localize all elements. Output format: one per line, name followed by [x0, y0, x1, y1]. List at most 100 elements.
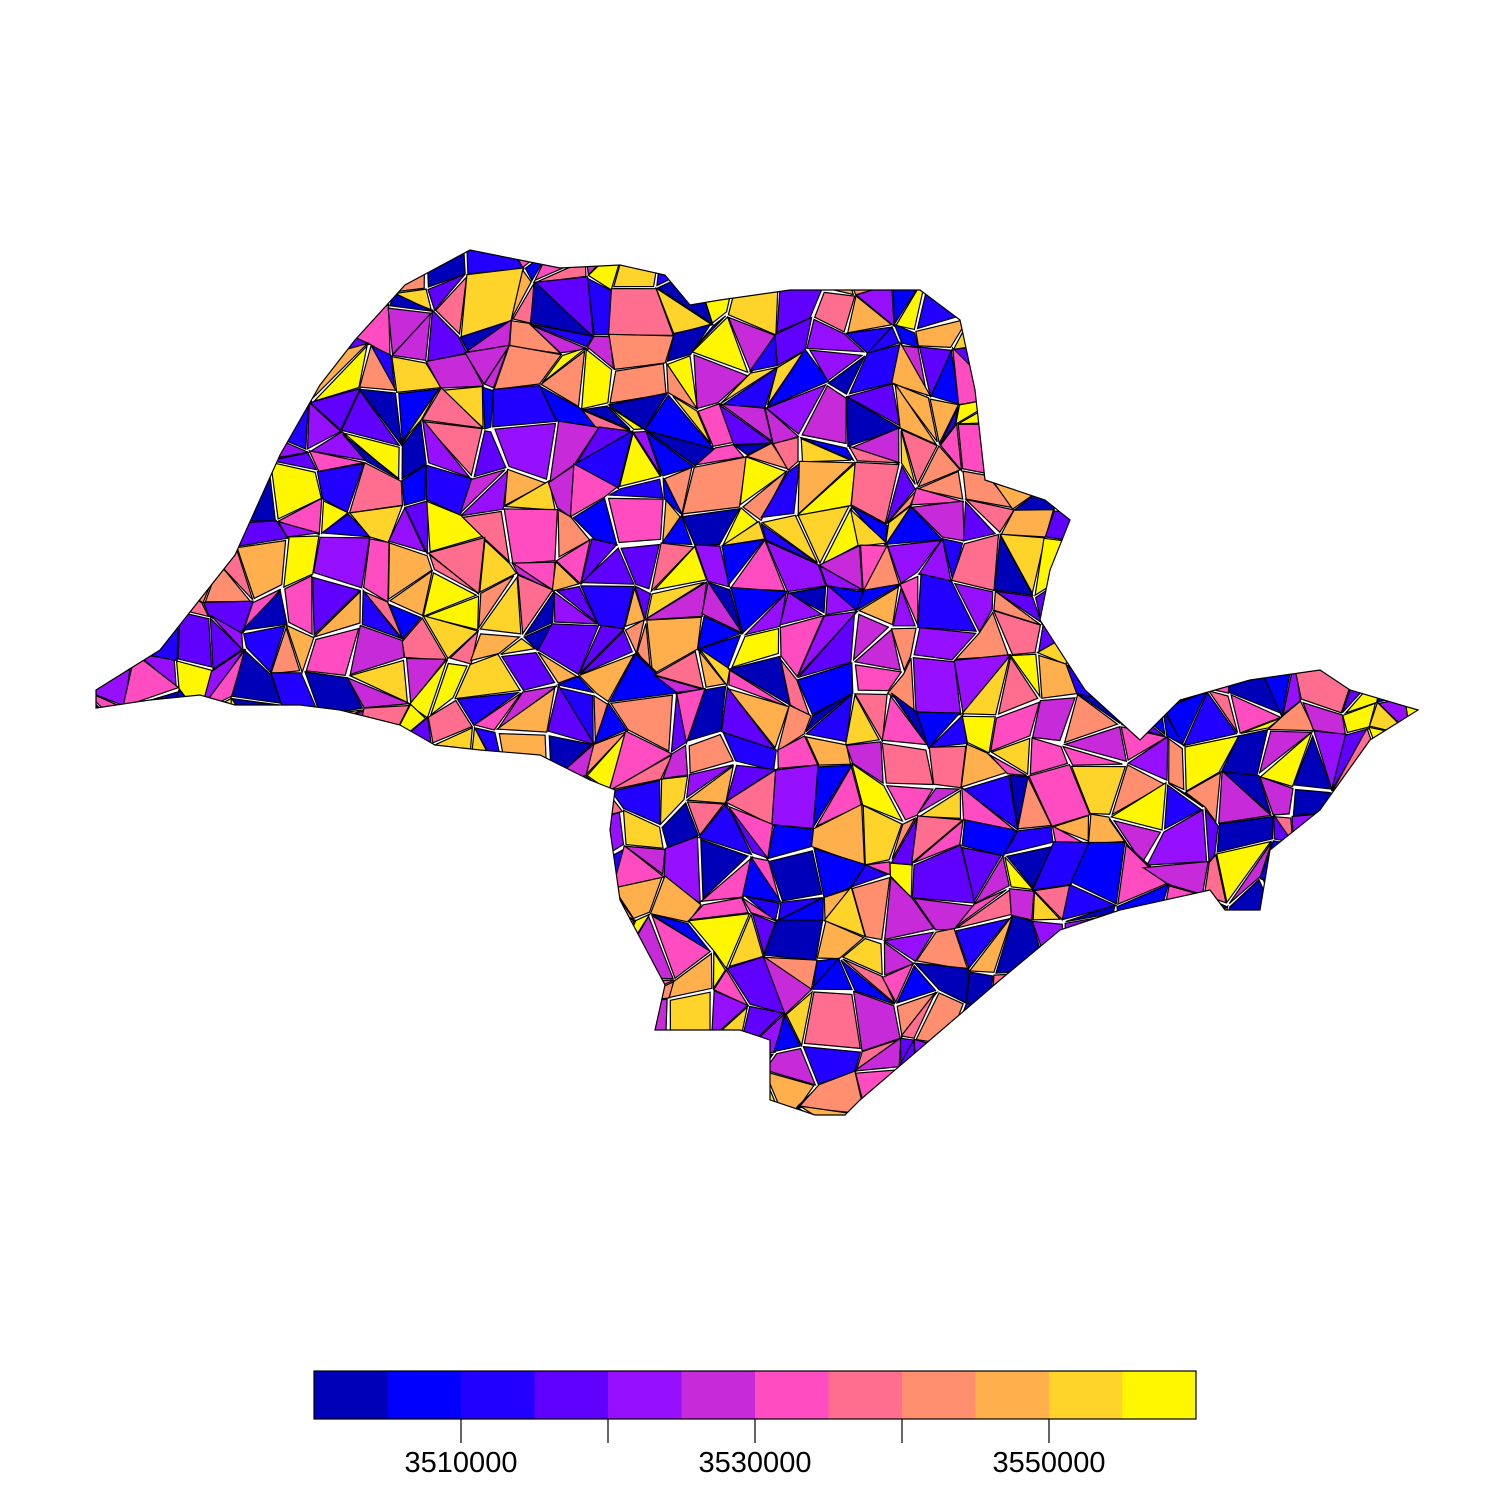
municipality-polygon: [167, 1125, 201, 1160]
municipality-polygon: [1218, 769, 1273, 824]
municipality-polygon: [234, 1085, 289, 1115]
municipality-polygon: [469, 841, 511, 902]
municipality-polygon: [177, 611, 213, 668]
municipality-polygon: [1449, 862, 1506, 898]
municipality-polygon: [1061, 745, 1123, 766]
municipality-polygons: [96, 250, 1506, 1205]
municipality-polygon: [1144, 569, 1205, 630]
municipality-polygon: [768, 850, 823, 902]
municipality-polygon: [1314, 591, 1347, 640]
municipality-polygon: [499, 783, 558, 812]
legend-cell-9: [975, 1371, 1050, 1419]
municipality-polygon: [881, 962, 915, 1004]
municipality-polygon: [1411, 1000, 1418, 1058]
municipality-polygon: [1450, 1084, 1495, 1116]
municipality-polygon: [428, 552, 480, 595]
municipality-polygon: [645, 1067, 714, 1111]
municipality-polygon: [971, 1121, 995, 1153]
municipality-polygon: [1163, 783, 1203, 830]
municipality-polygon: [857, 585, 900, 626]
municipality-polygon: [990, 997, 1049, 1032]
municipality-polygon: [471, 920, 497, 955]
municipality-polygon: [1222, 1165, 1263, 1188]
municipality-polygon: [656, 250, 696, 287]
municipality-polygon: [307, 735, 351, 768]
municipality-polygon: [1291, 810, 1355, 866]
municipality-polygon: [968, 914, 1014, 973]
municipality-polygon: [498, 783, 548, 807]
municipality-polygon: [1416, 519, 1418, 555]
municipality-polygon: [938, 250, 976, 269]
municipality-polygon: [454, 653, 522, 700]
municipality-polygon: [356, 744, 396, 776]
municipality-polygon: [306, 815, 363, 848]
municipality-polygon: [240, 589, 288, 632]
municipality-polygon: [846, 1145, 884, 1190]
municipality-polygon: [692, 250, 734, 291]
municipality-polygon: [1228, 841, 1273, 905]
municipality-polygon: [470, 988, 518, 1035]
municipality-polygon: [153, 487, 196, 508]
municipality-polygon: [1244, 293, 1281, 320]
municipality-polygon: [888, 1125, 932, 1167]
municipality-polygon: [728, 669, 790, 708]
municipality-polygon: [796, 612, 856, 679]
municipality-polygon: [1381, 621, 1416, 670]
municipality-polygon: [1214, 398, 1268, 443]
municipality-polygon: [1258, 775, 1294, 816]
municipality-polygon: [1448, 656, 1504, 696]
legend-cell-3: [534, 1371, 609, 1419]
municipality-polygon: [613, 250, 662, 288]
municipality-polygon: [845, 395, 903, 448]
municipality-polygon: [1104, 427, 1167, 488]
municipality-polygon: [1412, 738, 1418, 775]
municipality-polygon: [161, 771, 197, 808]
municipality-polygon: [580, 547, 635, 585]
municipality-polygon: [175, 325, 211, 364]
municipality-polygon: [477, 575, 515, 630]
municipality-polygon: [681, 507, 741, 547]
municipality-polygon: [113, 387, 183, 431]
municipality-polygon: [96, 783, 131, 813]
municipality-polygon: [593, 701, 628, 745]
municipality-polygon: [354, 1044, 388, 1093]
municipality-polygon: [242, 322, 275, 366]
municipality-polygon: [701, 1167, 743, 1180]
municipality-polygon: [1139, 395, 1207, 448]
municipality-polygon: [961, 819, 1018, 857]
municipality-polygon: [387, 506, 427, 553]
municipality-polygon: [1305, 278, 1351, 331]
municipality-polygon: [330, 965, 368, 1013]
municipality-polygon: [1338, 277, 1388, 331]
municipality-polygon: [465, 989, 508, 1038]
municipality-polygon: [812, 764, 853, 828]
municipality-polygon: [1409, 771, 1418, 823]
municipality-polygon: [730, 627, 780, 669]
municipality-polygon: [483, 347, 509, 389]
municipality-polygon: [1044, 423, 1076, 479]
municipality-polygon: [1051, 814, 1090, 842]
municipality-polygon: [237, 1005, 271, 1027]
legend-tick-label-3510000: 3510000: [405, 1447, 518, 1479]
municipality-polygon: [305, 1149, 359, 1188]
municipality-polygon: [348, 659, 409, 704]
municipality-polygon: [1230, 693, 1283, 734]
municipality-polygon: [332, 1092, 370, 1111]
municipality-polygon: [237, 344, 265, 388]
municipality-polygon: [312, 344, 368, 403]
municipality-polygon: [1459, 344, 1505, 398]
municipality-polygon: [1156, 1091, 1199, 1115]
municipality-polygon: [96, 473, 136, 514]
municipality-polygon: [102, 584, 134, 641]
municipality-polygon: [1385, 623, 1417, 677]
municipality-polygon: [420, 954, 470, 997]
municipality-polygon: [1227, 622, 1254, 657]
municipality-polygon: [1333, 1033, 1367, 1094]
municipality-polygon: [1101, 1045, 1169, 1091]
municipality-polygon: [96, 1029, 134, 1097]
municipality-polygon: [1344, 634, 1397, 672]
municipality-polygon: [1166, 450, 1195, 466]
municipality-polygon: [210, 1154, 250, 1205]
municipality-polygon: [923, 1144, 971, 1184]
municipality-polygon: [939, 406, 959, 446]
